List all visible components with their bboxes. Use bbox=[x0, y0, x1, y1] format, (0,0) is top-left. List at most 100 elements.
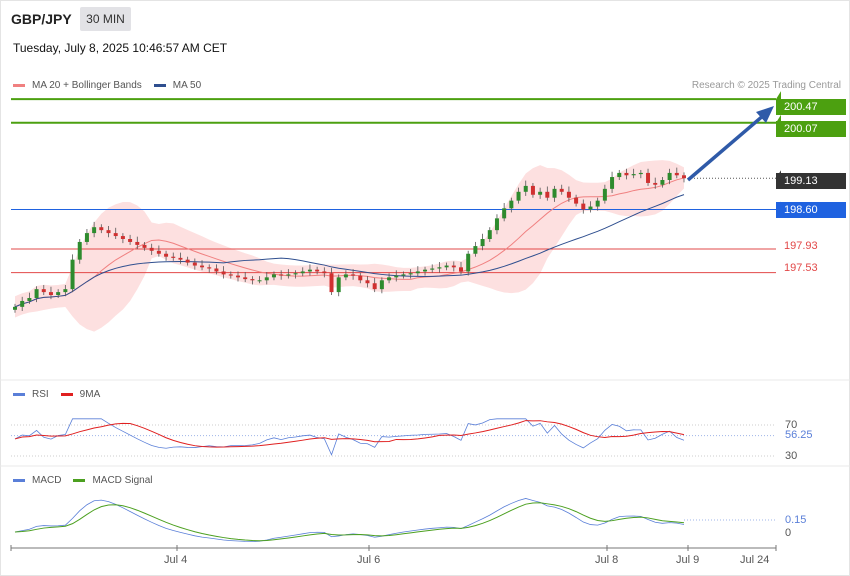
candle-body bbox=[185, 259, 190, 263]
candle-body bbox=[372, 283, 377, 290]
candle-body bbox=[257, 280, 262, 282]
candle-body bbox=[329, 273, 334, 293]
candle-body bbox=[27, 298, 32, 301]
legend-swatch-rsi-ma bbox=[60, 393, 73, 396]
candle-body bbox=[459, 267, 463, 272]
ma20-line bbox=[14, 177, 685, 308]
candle-body bbox=[264, 277, 269, 281]
macd-signal-line bbox=[14, 502, 685, 542]
credit-text: Research © 2025 Trading Central bbox=[691, 80, 841, 91]
legend-macd-label: MACD bbox=[32, 475, 62, 486]
candle-body bbox=[207, 267, 212, 269]
candle-body bbox=[84, 233, 89, 242]
candle-body bbox=[178, 257, 183, 260]
candle-body bbox=[315, 269, 320, 272]
candle-body bbox=[120, 236, 125, 239]
candle-body bbox=[437, 267, 442, 269]
candle-body bbox=[20, 300, 25, 307]
level-label-198-60: 198.60 bbox=[776, 202, 846, 218]
candle-body bbox=[595, 200, 600, 207]
candle-body bbox=[279, 274, 284, 276]
candle-body bbox=[682, 175, 686, 179]
candle-body bbox=[358, 275, 363, 281]
candle-body bbox=[293, 273, 298, 275]
candle-body bbox=[466, 253, 471, 272]
candle-body bbox=[99, 227, 104, 231]
candle-body bbox=[63, 289, 68, 293]
rsi-ma-line bbox=[14, 420, 685, 448]
x-label-jul4: Jul 4 bbox=[164, 554, 188, 566]
candle-body bbox=[387, 277, 392, 281]
macd-axis-current: 0.15 bbox=[785, 514, 807, 526]
candle-body bbox=[41, 289, 46, 293]
candle-body bbox=[674, 172, 679, 176]
candle-body bbox=[300, 271, 305, 274]
candle-body bbox=[653, 182, 658, 185]
candle-body bbox=[156, 250, 161, 254]
candle-body bbox=[408, 273, 413, 275]
candle-body bbox=[13, 306, 17, 310]
legend-rsi-ma-label: 9MA bbox=[79, 389, 101, 400]
forecast-arrowhead bbox=[756, 106, 774, 123]
candle-body bbox=[322, 271, 327, 274]
macd-legend: MACD MACD Signal bbox=[13, 475, 152, 486]
candle-body bbox=[494, 218, 499, 231]
candle-body bbox=[631, 174, 636, 176]
macd-axis-zero: 0 bbox=[785, 527, 792, 539]
candle-body bbox=[164, 253, 169, 257]
candle-body bbox=[451, 265, 456, 268]
x-label-jul6: Jul 6 bbox=[357, 554, 381, 566]
candle-body bbox=[250, 279, 255, 281]
candle-body bbox=[552, 188, 557, 198]
candle-body bbox=[351, 274, 356, 276]
candle-body bbox=[221, 271, 226, 275]
candle-body bbox=[638, 172, 643, 175]
legend-swatch-macd-signal bbox=[73, 479, 86, 482]
candle-body bbox=[624, 172, 629, 176]
candle-body bbox=[48, 292, 53, 296]
candle-body bbox=[430, 268, 435, 270]
legend-swatch-rsi bbox=[13, 393, 25, 396]
candle-body bbox=[538, 191, 543, 195]
candle-body bbox=[530, 185, 535, 195]
candle-body bbox=[34, 289, 39, 298]
rsi-axis-current: 56.25 bbox=[785, 429, 813, 441]
rsi-axis-30: 30 bbox=[785, 450, 798, 462]
legend-swatch-ma50 bbox=[153, 84, 166, 87]
candle-body bbox=[574, 197, 579, 204]
candle-body bbox=[56, 292, 61, 296]
candle-body bbox=[149, 247, 154, 251]
level-label-last-price: 199.13 bbox=[776, 173, 846, 189]
legend-ma50-label: MA 50 bbox=[172, 80, 202, 91]
legend-ma20-label: MA 20 + Bollinger Bands bbox=[32, 80, 142, 91]
legend-swatch-macd bbox=[13, 479, 25, 482]
candle-body bbox=[394, 275, 399, 278]
candle-body bbox=[487, 230, 492, 239]
candle-body bbox=[271, 274, 276, 278]
bollinger-band bbox=[15, 160, 684, 332]
rsi-axis-70: 70 bbox=[785, 419, 798, 431]
candle-body bbox=[365, 280, 370, 284]
candle-body bbox=[401, 274, 406, 276]
x-label-jul8: Jul 8 bbox=[595, 554, 619, 566]
candle-body bbox=[106, 230, 111, 234]
level-label-200-07: 200.07 bbox=[776, 121, 846, 137]
candle-body bbox=[509, 200, 514, 209]
candle-body bbox=[113, 233, 118, 237]
candle-body bbox=[135, 241, 140, 245]
candle-body bbox=[236, 275, 240, 278]
candle-body bbox=[243, 277, 248, 280]
candle-body bbox=[336, 277, 341, 293]
candle-body bbox=[480, 239, 485, 247]
candle-body bbox=[566, 191, 571, 198]
x-label-jul9: Jul 9 bbox=[676, 554, 700, 566]
timeframe-button[interactable]: 30 MIN bbox=[80, 7, 131, 31]
candle-body bbox=[444, 265, 449, 268]
candle-body bbox=[171, 256, 176, 258]
candle-body bbox=[70, 259, 75, 290]
candle-body bbox=[286, 274, 291, 276]
candle-body bbox=[200, 265, 205, 268]
candle-body bbox=[142, 244, 147, 248]
candle-body bbox=[228, 274, 233, 276]
candle-body bbox=[646, 172, 651, 183]
